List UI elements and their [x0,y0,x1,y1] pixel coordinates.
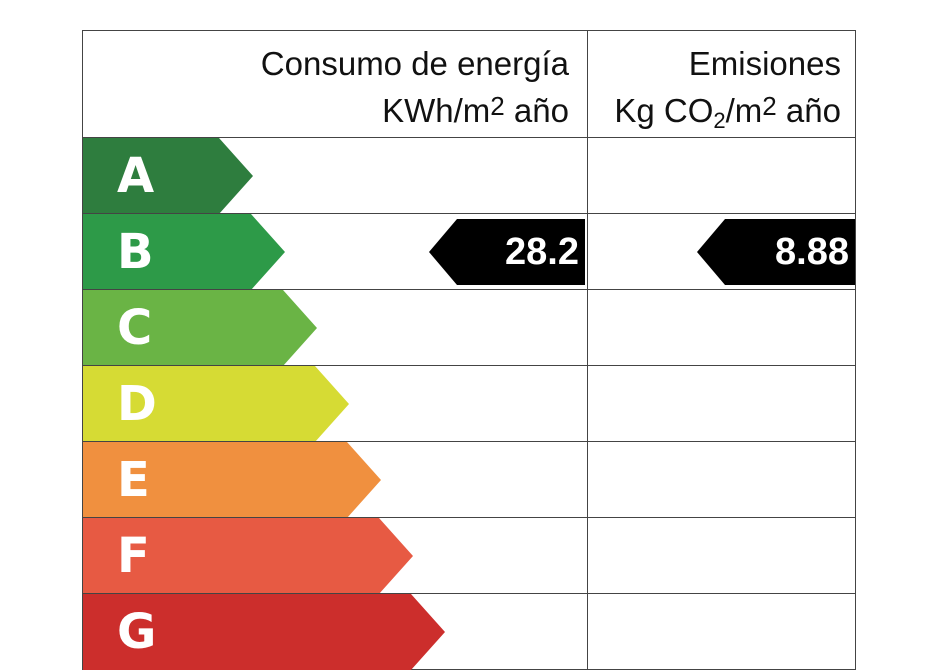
emissions-header: Emisiones Kg CO2/m2 año [587,31,841,149]
band-e: E [83,442,381,518]
energy-header-title: Consumo de energía [260,45,569,82]
emissions-header-unit: Kg CO2/m2 año [614,91,841,133]
row-divider [83,441,855,442]
row-divider [83,213,855,214]
band-a: A [83,138,253,214]
row-divider [83,137,855,138]
energy-label: Consumo de energía KWh/m2 año Emisiones … [82,30,856,670]
emissions-header-title: Emisiones [688,45,841,82]
emissions-rating-pointer: 8.88 [697,219,855,285]
band-g: G [83,594,445,670]
energy-rating-pointer: 28.2 [429,219,585,285]
column-divider [587,31,588,669]
energy-header: Consumo de energía KWh/m2 año [83,31,569,149]
row-divider [83,593,855,594]
band-c: C [83,290,317,366]
band-d: D [83,366,349,442]
row-divider [83,517,855,518]
row-divider [83,289,855,290]
band-b: B [83,214,285,290]
band-f: F [83,518,413,594]
row-divider [83,365,855,366]
energy-header-unit: KWh/m2 año [382,91,569,129]
